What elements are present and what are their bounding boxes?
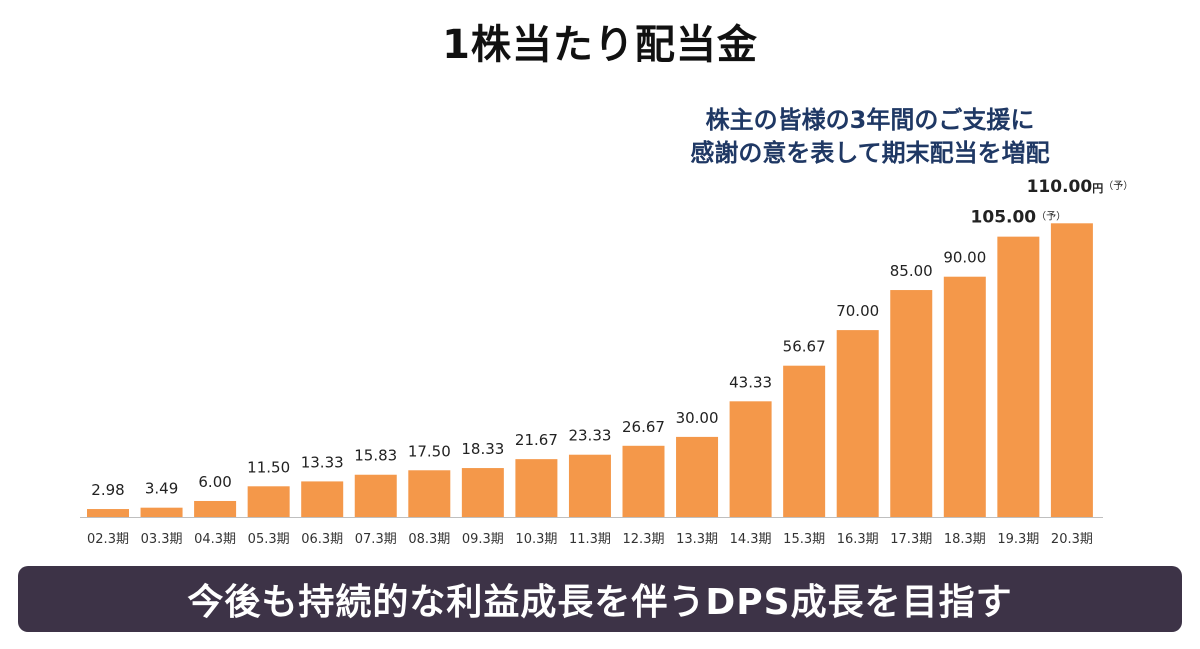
value-label-11.3期: 23.33 [568, 427, 611, 445]
bar-05.3期 [247, 486, 290, 517]
page-title: 1株当たり配当金 [442, 22, 758, 68]
bar-18.3期 [943, 276, 986, 517]
x-tick-label: 11.3期 [569, 532, 611, 547]
bar-15.3期 [783, 365, 826, 517]
x-tick-label: 18.3期 [944, 532, 986, 547]
note-line-1: 株主の皆様の3年間のご支援に [705, 106, 1035, 134]
bar-20.3期 [1050, 223, 1093, 518]
x-tick-label: 04.3期 [194, 532, 236, 547]
value-label-14.3期: 43.33 [729, 373, 772, 391]
bar-04.3期 [194, 500, 237, 517]
bar-06.3期 [301, 481, 344, 517]
bar-08.3期 [408, 470, 451, 517]
value-label-08.3期: 17.50 [408, 442, 451, 460]
x-tick-label: 05.3期 [248, 532, 290, 547]
bar-02.3期 [87, 509, 129, 517]
dividend-note: 株主の皆様の3年間のご支援に 感謝の意を表して期末配当を増配 [640, 104, 1100, 170]
value-label-12.3期: 26.67 [622, 418, 665, 436]
bar-11.3期 [568, 454, 611, 517]
bar-19.3期 [997, 236, 1040, 517]
value-label-07.3期: 15.83 [354, 447, 397, 465]
bar-10.3期 [515, 459, 558, 517]
value-label-19.3期: 105.00（予） [971, 208, 1067, 228]
x-tick-label: 20.3期 [1051, 532, 1093, 547]
value-label-05.3期: 11.50 [247, 458, 290, 476]
bar-13.3期 [676, 436, 719, 517]
x-tick-label: 10.3期 [515, 532, 557, 547]
x-tick-label: 13.3期 [676, 532, 718, 547]
bar-03.3期 [140, 507, 183, 517]
note-line-2: 感謝の意を表して期末配当を増配 [690, 139, 1050, 167]
value-label-17.3期: 85.00 [890, 262, 933, 280]
value-label-10.3期: 21.67 [515, 431, 558, 449]
bar-16.3期 [836, 330, 879, 517]
value-label-02.3期: 2.98 [91, 481, 124, 499]
x-tick-label: 17.3期 [890, 532, 932, 547]
value-label-16.3期: 70.00 [836, 302, 879, 320]
value-label-20.3期: 110.00円（予） [1027, 177, 1134, 197]
value-label-18.3期: 90.00 [943, 249, 986, 267]
x-tick-label: 15.3期 [783, 532, 825, 547]
value-label-13.3期: 30.00 [676, 409, 719, 427]
bar-17.3期 [890, 290, 933, 517]
x-tick-label: 16.3期 [837, 532, 879, 547]
x-tick-label: 02.3期 [87, 532, 129, 547]
x-tick-label: 09.3期 [462, 532, 504, 547]
value-label-04.3期: 6.00 [198, 473, 231, 491]
bar-07.3期 [354, 474, 397, 517]
x-tick-label: 06.3期 [301, 532, 343, 547]
bar-09.3期 [461, 468, 504, 517]
x-tick-label: 03.3期 [141, 532, 183, 547]
bar-12.3期 [622, 445, 665, 517]
value-label-15.3期: 56.67 [783, 338, 826, 356]
x-tick-label: 08.3期 [408, 532, 450, 547]
value-label-06.3期: 13.33 [301, 453, 344, 471]
x-tick-label: 07.3期 [355, 532, 397, 547]
x-tick-label: 19.3期 [997, 532, 1039, 547]
value-label-03.3期: 3.49 [145, 480, 178, 498]
goal-banner: 今後も持続的な利益成長を伴うDPS成長を目指す [18, 566, 1182, 632]
value-label-09.3期: 18.33 [461, 440, 504, 458]
bar-14.3期 [729, 401, 772, 517]
x-tick-label: 14.3期 [730, 532, 772, 547]
x-tick-label: 12.3期 [623, 532, 665, 547]
dividend-bar-chart: 2.98 02.3期 3.49 03.3期 6.00 04.3期 11.50 05.3期 13.… [80, 177, 1134, 547]
